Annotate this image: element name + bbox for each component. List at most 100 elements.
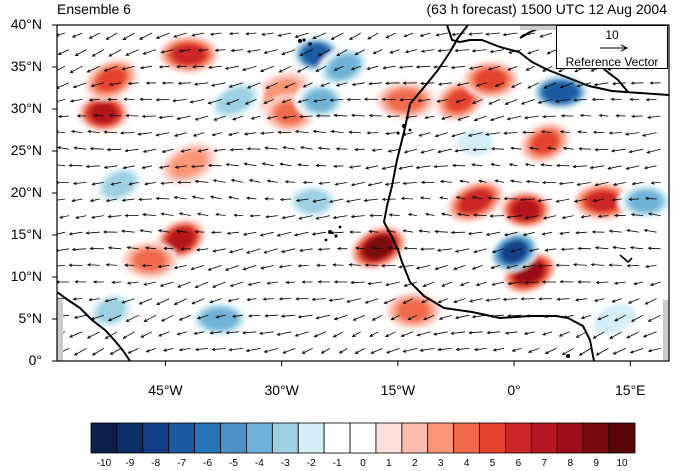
anomaly-contour: [387, 89, 424, 112]
wind-vector: [560, 114, 574, 118]
wind-vector: [475, 281, 487, 287]
wind-vector: [127, 81, 139, 86]
wind-vector: [439, 196, 448, 200]
wind-vector: [145, 81, 157, 85]
wind-vector: [597, 314, 609, 321]
anomaly-contour: [586, 191, 620, 212]
coastline-south-america: [57, 291, 131, 361]
wind-vector: [346, 298, 361, 303]
wind-vector: [229, 281, 244, 287]
wind-vector: [511, 82, 522, 88]
wind-vector: [612, 245, 626, 250]
wind-vector: [439, 179, 452, 184]
wind-vector: [423, 314, 435, 321]
anomaly-contour: [90, 103, 117, 124]
wind-vector: [317, 280, 331, 284]
wind-vector: [334, 182, 348, 186]
wind-vector: [121, 65, 135, 71]
wind-vector: [369, 331, 379, 337]
wind-vector: [194, 230, 205, 234]
wind-vector: [108, 49, 122, 57]
wind-vector: [454, 48, 470, 53]
wind-vector: [544, 348, 557, 355]
wind-vector: [126, 281, 139, 285]
wind-vector: [578, 348, 592, 356]
wind-vector: [543, 82, 557, 89]
lat-tick-label: 25°N: [10, 142, 42, 158]
wind-vector: [590, 263, 605, 267]
wind-vector: [214, 48, 226, 52]
wind-vector: [573, 198, 588, 203]
wind-vector: [649, 281, 661, 286]
wind-vector: [367, 182, 383, 187]
wind-vector: [631, 182, 644, 186]
anomaly-contour: [364, 236, 393, 259]
wind-vector: [90, 82, 104, 88]
wind-vector: [91, 348, 105, 356]
wind-vector: [372, 49, 383, 55]
colorbar-label: 5: [489, 458, 496, 469]
wind-vector: [278, 297, 292, 301]
wind-vector: [540, 163, 553, 167]
wind-vector: [419, 348, 435, 352]
wind-vector: [471, 49, 487, 53]
wind-vector: [546, 146, 557, 150]
colorbar-swatch: [505, 422, 532, 454]
wind-vector: [105, 263, 118, 267]
wind-vector: [416, 331, 431, 337]
colorbar-swatch: [220, 422, 247, 454]
wind-vector: [595, 348, 609, 356]
wind-vector: [57, 265, 66, 267]
wind-vector: [215, 314, 226, 319]
wind-vector: [155, 98, 170, 102]
anomaly-contour: [543, 82, 578, 103]
wind-vector: [642, 331, 657, 338]
anomaly-contour: [629, 190, 662, 213]
wind-vector: [649, 81, 661, 85]
wind-vector: [294, 331, 309, 337]
wind-vector: [641, 132, 657, 137]
wind-vector: [210, 82, 226, 87]
wind-vector: [491, 147, 505, 151]
wind-vector: [333, 65, 344, 71]
lon-tick-label: 0°: [507, 382, 521, 398]
wind-vector: [232, 115, 244, 121]
wind-vector: [104, 298, 118, 303]
wind-vector: [160, 49, 174, 54]
wind-vector: [455, 347, 470, 351]
wind-vector: [336, 246, 348, 251]
wind-vector: [127, 348, 139, 354]
wind-vector: [158, 115, 174, 120]
wind-vector: [398, 65, 414, 69]
figure-title-forecast-time: (63 h forecast) 1500 UTC 12 Aug 2004: [426, 1, 667, 17]
wind-vector: [595, 280, 609, 285]
wind-vector: [371, 314, 383, 321]
wind-vector: [631, 114, 644, 119]
colorbar-swatch: [427, 422, 455, 454]
wind-vector: [266, 115, 278, 120]
wind-vector: [281, 215, 296, 220]
wind-vector: [381, 165, 396, 170]
wind-vector: [226, 99, 240, 105]
wind-vector: [489, 49, 505, 54]
wind-vector: [407, 314, 418, 320]
wind-vector: [644, 298, 657, 305]
wind-vector: [190, 265, 205, 271]
wind-vector: [246, 82, 261, 89]
wind-vector: [278, 265, 292, 269]
wind-vector: [489, 214, 505, 218]
wind-vector: [385, 32, 396, 39]
colorbar-swatch: [142, 422, 170, 454]
wind-vector: [213, 115, 226, 121]
wind-vector: [538, 297, 553, 301]
coastline-iberia-med: [446, 25, 669, 96]
wind-vector: [647, 246, 661, 250]
wind-vector: [333, 113, 348, 118]
wind-vector: [315, 215, 331, 220]
reference-vector-label: Reference Vector: [565, 55, 659, 69]
wind-vector: [363, 97, 379, 101]
wind-vector: [302, 82, 313, 88]
wind-vector: [507, 65, 518, 71]
wind-vector: [468, 32, 483, 36]
wind-vector: [210, 230, 222, 235]
